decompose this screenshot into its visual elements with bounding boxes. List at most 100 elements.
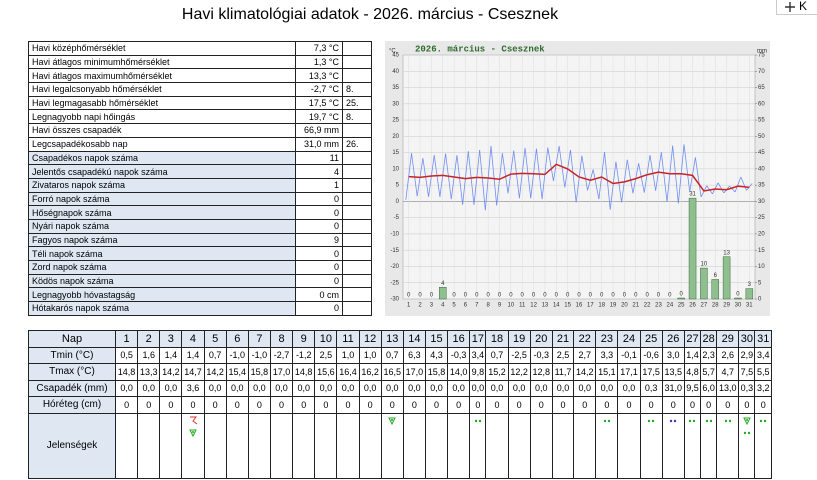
daily-cell: 5,5 <box>754 363 772 381</box>
day-number: 5 <box>203 330 227 348</box>
summary-label: Legnagyobb napi hőingás <box>28 109 296 125</box>
x-tick-label: 20 <box>621 303 628 309</box>
chart-title: 2026. március - Csesznek <box>415 44 545 54</box>
temp-line-segment <box>581 155 588 191</box>
summary-day <box>342 191 372 207</box>
daily-cell: -2,7 <box>269 346 294 364</box>
y-tick-label: 15 <box>392 150 399 156</box>
corner-button[interactable]: K <box>776 0 817 15</box>
daily-cell: 0,0 <box>159 379 183 397</box>
precip-label: 0 <box>668 293 672 299</box>
summary-day <box>342 150 372 166</box>
x-tick-label: 26 <box>689 303 696 309</box>
daily-cell: 0,0 <box>292 379 316 397</box>
daily-row: Csapadék (mm) 0,0 0,0 0,0 3,6 0,0 0,0 0,0 0,0 0,0… <box>28 379 772 397</box>
daily-cell: 0 <box>247 396 271 414</box>
chart: 2026. március - Csesznek °C mm -30 -25 -20 -15… <box>385 41 770 316</box>
day-number: 1 <box>114 330 139 348</box>
summary-label: Havi legalcsonyabb hőmérséklet <box>28 82 296 97</box>
summary-value: 7,3 °C <box>295 41 343 56</box>
summary-row: Téli napok száma 0 <box>28 246 372 261</box>
daily-cell: 0,0 <box>225 379 249 397</box>
y-tick-label: -20 <box>390 264 399 270</box>
summary-value: 1,3 °C <box>295 54 343 70</box>
daily-cell: -0,1 <box>617 346 641 364</box>
daily-cell: 0 <box>595 396 619 414</box>
x-tick-label: 3 <box>430 303 434 309</box>
precip-bar <box>700 267 708 300</box>
daily-cell: 2,7 <box>573 346 597 364</box>
x-tick-label: 19 <box>610 303 617 309</box>
daily-cell: 0 <box>738 396 756 414</box>
y2-tick-label: 45 <box>758 150 765 156</box>
temp-line-segment <box>689 157 696 192</box>
daily-cell: 2,5 <box>314 346 338 364</box>
temp-line-segment <box>490 146 498 206</box>
daily-cell: 14,0 <box>447 363 471 381</box>
daily-cell: 0 <box>661 396 685 414</box>
daily-cell: 0,0 <box>617 379 641 397</box>
phenomena-cell <box>507 412 531 479</box>
daily-cell: 2,9 <box>738 346 756 364</box>
summary-value: 0 <box>295 246 343 261</box>
x-tick-label: 23 <box>655 303 662 309</box>
daily-cell: 0,0 <box>358 379 382 397</box>
precip-label: 6 <box>714 273 718 279</box>
summary-day <box>342 68 372 84</box>
weather-icon <box>603 419 611 422</box>
temp-line-segment <box>598 151 605 200</box>
temp-line-segment <box>405 153 412 200</box>
daily-cell: 1,4 <box>181 346 205 364</box>
daily-row: Tmin (°C) 0,5 1,6 1,4 1,4 0,7 -1,0 -1,0 -2,7 -1,2… <box>28 346 772 364</box>
y-tick-label: 0 <box>396 199 400 205</box>
phenomena-cell <box>738 412 756 479</box>
y-tick-label: -15 <box>390 248 399 254</box>
day-number: 3 <box>159 330 183 348</box>
daily-cell: 17,0 <box>402 363 426 381</box>
day-number: 8 <box>269 330 294 348</box>
phenomena-cell <box>485 412 509 479</box>
day-number: 30 <box>738 330 756 348</box>
precip-bar <box>734 297 742 300</box>
phenomena-cell <box>617 412 641 479</box>
day-number: 12 <box>358 330 382 348</box>
precip-label: 0 <box>486 293 490 299</box>
temp-line-segment <box>592 169 600 200</box>
summary-day: 8. <box>342 82 372 97</box>
daily-cell: 0 <box>469 396 487 414</box>
daily-cell: 0,7 <box>485 346 509 364</box>
summary-row: Zord napok száma 0 <box>28 260 372 275</box>
summary-day <box>342 287 372 303</box>
summary-label: Havi összes csapadék <box>28 123 296 138</box>
summary-day <box>342 205 372 220</box>
summary-label: Havi átlagos minimumhőmérséklet <box>28 54 296 70</box>
daily-cell: 16,2 <box>358 363 382 381</box>
daily-cell: 15,6 <box>314 363 338 381</box>
x-tick-label: 12 <box>530 303 537 309</box>
summary-day <box>342 164 372 179</box>
summary-label: Hótakarós napok száma <box>28 301 296 316</box>
daily-cell: 14,8 <box>292 363 316 381</box>
summary-day <box>342 218 372 234</box>
daily-cell: 0 <box>181 396 205 414</box>
summary-row: Nyári napok száma 0 <box>28 218 372 234</box>
day-header-label: Nap <box>28 330 116 348</box>
precip-bar <box>688 197 697 300</box>
x-tick-label: 15 <box>564 303 571 309</box>
daily-cell: 0,0 <box>380 379 404 397</box>
weather-icon <box>760 419 767 422</box>
phenomena-cell <box>336 412 360 479</box>
phenomena-cell <box>292 412 316 479</box>
daily-cell: 0 <box>447 396 471 414</box>
day-number: 2 <box>137 330 161 348</box>
temp-line-segment <box>570 149 577 203</box>
day-header-row: Nap 1 2 3 4 5 6 7 8 9 10 11 12 13 14 15 16 17 18 19 20 21 22 23… <box>28 330 772 348</box>
daily-cell: 0,5 <box>114 346 139 364</box>
summary-label: Nyári napok száma <box>28 218 296 234</box>
day-number: 7 <box>247 330 271 348</box>
daily-row: Tmax (°C) 14,8 13,3 14,2 14,7 14,2 15,4 15,8 17,… <box>28 363 772 381</box>
x-tick-label: 27 <box>701 303 708 309</box>
summary-value: 19,7 °C <box>295 109 343 125</box>
phenomena-row: Jelenségek <box>28 412 772 479</box>
x-tick-label: 4 <box>441 303 445 309</box>
